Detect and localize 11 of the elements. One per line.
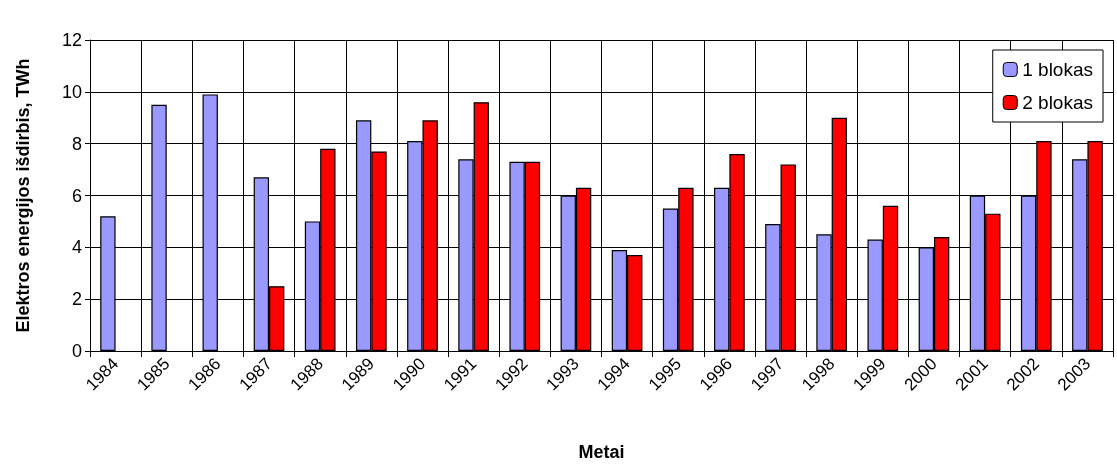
y-tick-label: 10: [61, 81, 82, 102]
y-tick-label: 4: [71, 237, 82, 258]
y-tick-label: 0: [71, 341, 82, 361]
x-axis-title: Metai: [578, 442, 625, 462]
y-tick-label: 8: [71, 133, 82, 154]
legend-label: 1 blokas: [1022, 59, 1094, 80]
legend-label: 2 blokas: [1022, 92, 1094, 113]
y-tick-label: 6: [71, 185, 82, 206]
y-tick-label: 12: [61, 30, 82, 50]
y-axis-title: Elektros energijos išdirbis, TWh: [13, 58, 33, 333]
y-tick-label: 2: [71, 289, 82, 310]
